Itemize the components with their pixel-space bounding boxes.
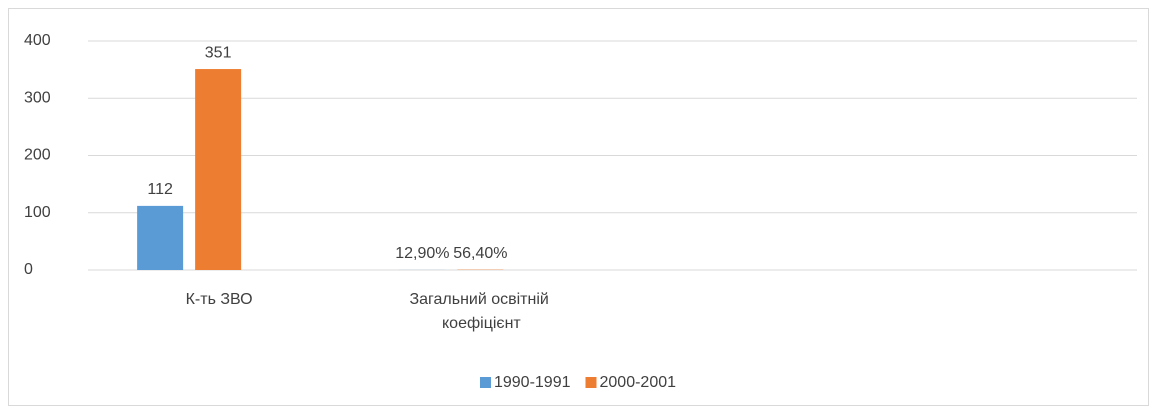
legend-label: 2000-2001: [600, 374, 677, 391]
data-label: 351: [205, 44, 232, 61]
x-tick-label: Загальний освітній коефіцієнт: [409, 291, 553, 332]
y-tick-label: 200: [24, 147, 51, 164]
data-label: 112: [147, 181, 173, 198]
y-tick-label: 400: [24, 32, 51, 49]
legend-swatch: [479, 377, 491, 388]
y-tick-label: 0: [24, 261, 33, 278]
y-tick-label: 300: [24, 89, 51, 106]
data-label: 12,90%: [395, 245, 449, 262]
legend-label: 1990-1991: [494, 374, 571, 391]
bar: [195, 69, 242, 271]
legend-swatch: [585, 377, 597, 388]
bar: [137, 205, 184, 270]
y-tick-label: 100: [24, 204, 51, 221]
x-tick-label: К-ть ЗВО: [186, 291, 253, 308]
data-label: 56,40%: [453, 245, 507, 262]
